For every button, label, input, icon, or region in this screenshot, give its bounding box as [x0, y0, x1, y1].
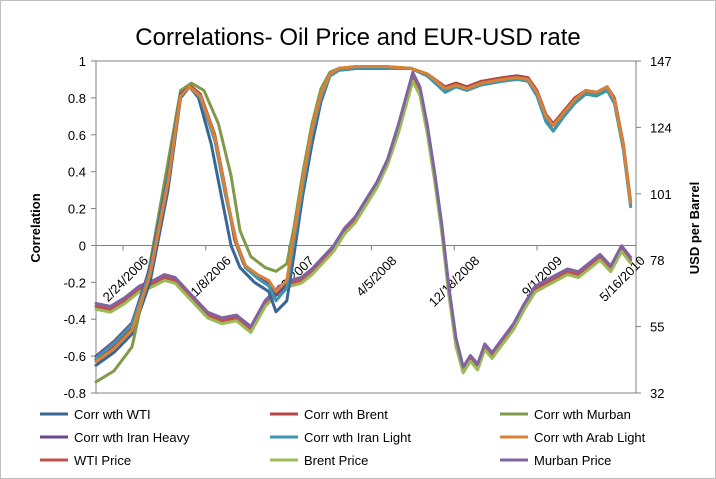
legend-label: Corr wth Brent	[304, 407, 388, 422]
legend-label: Corr wth Arab Light	[534, 430, 646, 445]
legend-label: Corr wth Iran Heavy	[74, 430, 190, 445]
legend-label: Murban Price	[534, 453, 611, 468]
y2-tick-label: 55	[650, 320, 664, 335]
legend-label: Brent Price	[304, 453, 368, 468]
y2-tick-label: 78	[650, 253, 664, 268]
y-tick-label: 0.6	[68, 128, 86, 143]
y-tick-label: 0.4	[68, 165, 86, 180]
y-tick-label: 1	[79, 54, 86, 69]
y-tick-label: 0.2	[68, 202, 86, 217]
y2-tick-label: 147	[650, 54, 672, 69]
series-line	[94, 71, 633, 369]
series-line	[94, 65, 633, 364]
y2-tick-label: 124	[650, 120, 672, 135]
y2-tick-label: 32	[650, 386, 664, 401]
series-line	[94, 79, 633, 375]
chart-title: Correlations- Oil Price and EUR-USD rate	[135, 24, 580, 51]
y-tick-label: 0	[79, 238, 86, 253]
y-tick-label: 0.8	[68, 91, 86, 106]
y-tick-label: -0.2	[64, 275, 86, 290]
y-tick-label: -0.4	[64, 312, 86, 327]
legend-label: WTI Price	[74, 453, 131, 468]
plot-area	[95, 60, 637, 394]
y-axis-title: Correlation	[28, 193, 43, 262]
y-tick-label: -0.6	[64, 349, 86, 364]
y2-tick-label: 101	[650, 187, 672, 202]
legend-label: Corr wth Iran Light	[304, 430, 411, 445]
legend-label: Corr wth Murban	[534, 407, 631, 422]
y-tick-label: -0.8	[64, 386, 86, 401]
y2-axis-title: USD per Barrel	[687, 182, 702, 274]
legend-label: Corr wth WTI	[74, 407, 151, 422]
